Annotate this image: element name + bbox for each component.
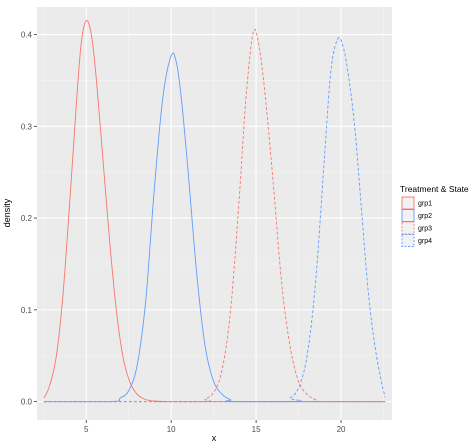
y-tick-label: 0.3 [21, 122, 33, 131]
legend-key-grp3 [401, 221, 415, 235]
axes: 5 10 15 20 0.0 0.1 0.2 0.3 0.4 [21, 31, 346, 434]
legend-label-grp3: grp3 [418, 226, 432, 233]
series-line-grp1 [43, 20, 386, 403]
y-tick-label: 0.0 [21, 398, 33, 407]
legend-key-grp2 [401, 209, 415, 222]
x-axis-title: x [212, 433, 217, 443]
series-line-grp2 [43, 52, 386, 403]
legend: Treatment & State grp1 grp2 grp3 grp4 [400, 184, 469, 247]
legend-key-grp1 [401, 196, 415, 210]
x-tick-label: 20 [337, 425, 346, 434]
legend-key-grp4 [401, 234, 415, 247]
legend-items: grp1 grp2 grp3 grp4 [401, 196, 432, 247]
legend-label-grp2: grp2 [418, 213, 432, 220]
x-tick-label: 15 [252, 425, 261, 434]
plot-panel-background [37, 7, 392, 420]
legend-label-grp4: grp4 [418, 238, 432, 245]
legend-title: Treatment & State [400, 184, 469, 194]
series-line-grp4 [43, 37, 386, 403]
series-line-grp3 [43, 28, 386, 403]
x-tick-label: 5 [84, 425, 89, 434]
density-curves [43, 20, 386, 403]
y-tick-label: 0.2 [21, 214, 33, 223]
legend-label-grp1: grp1 [418, 201, 432, 208]
x-tick-label: 10 [167, 425, 176, 434]
y-tick-label: 0.4 [21, 31, 33, 40]
y-axis-title: density [2, 198, 12, 227]
y-tick-label: 0.1 [21, 306, 33, 315]
